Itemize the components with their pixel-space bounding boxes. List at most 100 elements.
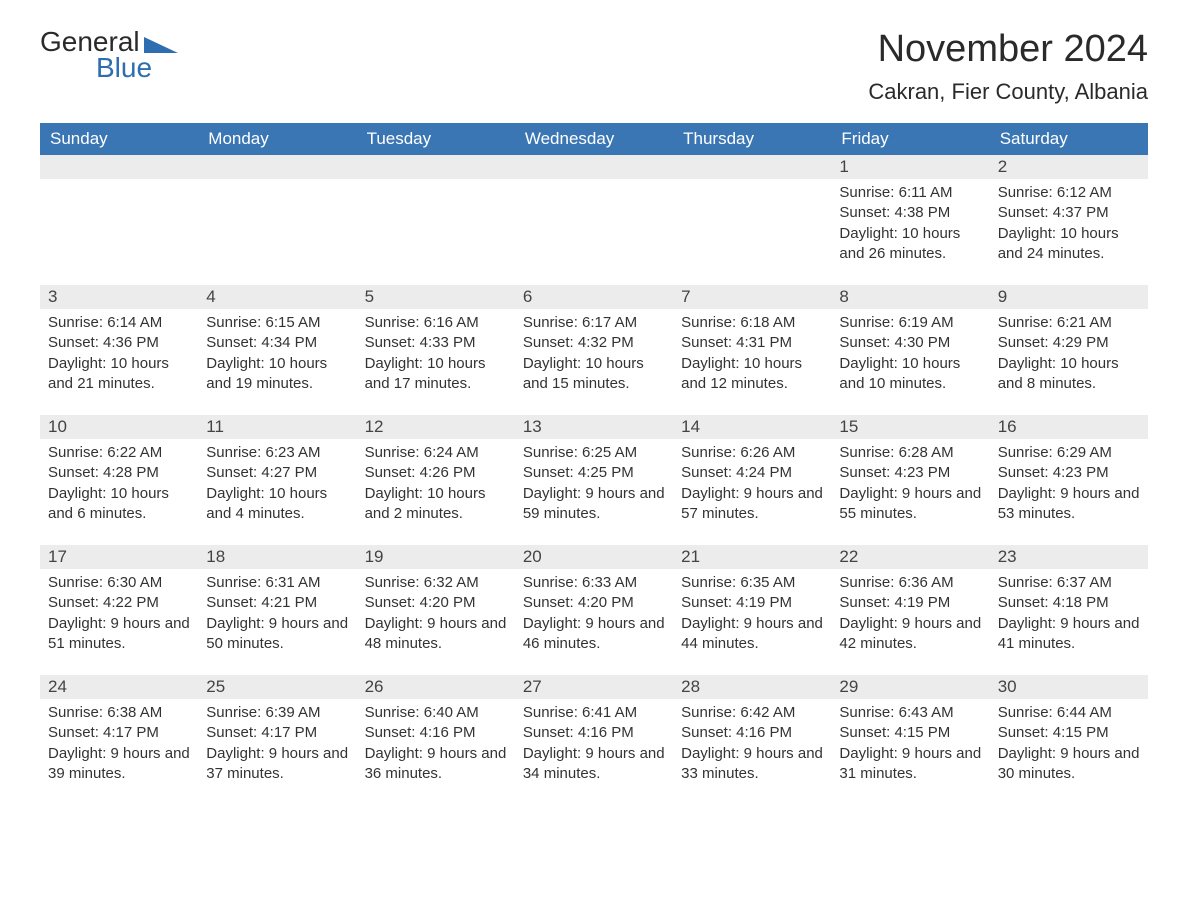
sunset-line: Sunset: 4:24 PM xyxy=(681,464,792,481)
sunrise-line: Sunrise: 6:43 AM xyxy=(839,704,953,721)
day-body: Sunrise: 6:21 AMSunset: 4:29 PMDaylight:… xyxy=(990,309,1148,404)
sunset-line: Sunset: 4:15 PM xyxy=(998,724,1109,741)
daylight-line: Daylight: 9 hours and 53 minutes. xyxy=(998,485,1140,522)
calendar-cell xyxy=(515,155,673,285)
day-number: 6 xyxy=(515,285,673,309)
day-body-empty xyxy=(40,179,198,193)
daylight-line: Daylight: 9 hours and 42 minutes. xyxy=(839,615,981,652)
weekday-header: Tuesday xyxy=(357,123,515,155)
calendar-body: 1Sunrise: 6:11 AMSunset: 4:38 PMDaylight… xyxy=(40,155,1148,805)
day-body: Sunrise: 6:11 AMSunset: 4:38 PMDaylight:… xyxy=(831,179,989,274)
sunrise-line: Sunrise: 6:23 AM xyxy=(206,444,320,461)
daylight-line: Daylight: 10 hours and 8 minutes. xyxy=(998,355,1119,392)
calendar-cell: 21Sunrise: 6:35 AMSunset: 4:19 PMDayligh… xyxy=(673,545,831,675)
daylight-line: Daylight: 10 hours and 10 minutes. xyxy=(839,355,960,392)
sunset-line: Sunset: 4:28 PM xyxy=(48,464,159,481)
sunset-line: Sunset: 4:38 PM xyxy=(839,204,950,221)
day-body: Sunrise: 6:39 AMSunset: 4:17 PMDaylight:… xyxy=(198,699,356,794)
sunset-line: Sunset: 4:18 PM xyxy=(998,594,1109,611)
day-number: 13 xyxy=(515,415,673,439)
sunrise-line: Sunrise: 6:24 AM xyxy=(365,444,479,461)
sunset-line: Sunset: 4:26 PM xyxy=(365,464,476,481)
day-number: 20 xyxy=(515,545,673,569)
day-body: Sunrise: 6:24 AMSunset: 4:26 PMDaylight:… xyxy=(357,439,515,534)
calendar-cell: 30Sunrise: 6:44 AMSunset: 4:15 PMDayligh… xyxy=(990,675,1148,805)
day-number-empty xyxy=(198,155,356,179)
sunrise-line: Sunrise: 6:25 AM xyxy=(523,444,637,461)
day-body: Sunrise: 6:30 AMSunset: 4:22 PMDaylight:… xyxy=(40,569,198,664)
day-number: 28 xyxy=(673,675,831,699)
day-number: 2 xyxy=(990,155,1148,179)
sunrise-line: Sunrise: 6:42 AM xyxy=(681,704,795,721)
calendar-cell: 23Sunrise: 6:37 AMSunset: 4:18 PMDayligh… xyxy=(990,545,1148,675)
sunset-line: Sunset: 4:21 PM xyxy=(206,594,317,611)
calendar-cell: 20Sunrise: 6:33 AMSunset: 4:20 PMDayligh… xyxy=(515,545,673,675)
sunrise-line: Sunrise: 6:11 AM xyxy=(839,184,952,201)
day-number: 4 xyxy=(198,285,356,309)
calendar-cell xyxy=(198,155,356,285)
logo: General Blue xyxy=(40,28,178,82)
sunrise-line: Sunrise: 6:33 AM xyxy=(523,574,637,591)
calendar-row: 3Sunrise: 6:14 AMSunset: 4:36 PMDaylight… xyxy=(40,285,1148,415)
sunset-line: Sunset: 4:36 PM xyxy=(48,334,159,351)
page-header: General Blue November 2024 Cakran, Fier … xyxy=(40,28,1148,105)
sunrise-line: Sunrise: 6:22 AM xyxy=(48,444,162,461)
day-number-empty xyxy=(357,155,515,179)
day-body: Sunrise: 6:32 AMSunset: 4:20 PMDaylight:… xyxy=(357,569,515,664)
daylight-line: Daylight: 9 hours and 31 minutes. xyxy=(839,745,981,782)
calendar-cell: 6Sunrise: 6:17 AMSunset: 4:32 PMDaylight… xyxy=(515,285,673,415)
sunset-line: Sunset: 4:31 PM xyxy=(681,334,792,351)
sunrise-line: Sunrise: 6:17 AM xyxy=(523,314,637,331)
sunrise-line: Sunrise: 6:16 AM xyxy=(365,314,479,331)
sunset-line: Sunset: 4:16 PM xyxy=(523,724,634,741)
sunrise-line: Sunrise: 6:30 AM xyxy=(48,574,162,591)
weekday-header: Saturday xyxy=(990,123,1148,155)
sunset-line: Sunset: 4:15 PM xyxy=(839,724,950,741)
day-number: 29 xyxy=(831,675,989,699)
sunrise-line: Sunrise: 6:15 AM xyxy=(206,314,320,331)
day-body: Sunrise: 6:15 AMSunset: 4:34 PMDaylight:… xyxy=(198,309,356,404)
calendar-table: Sunday Monday Tuesday Wednesday Thursday… xyxy=(40,123,1148,805)
day-number: 26 xyxy=(357,675,515,699)
daylight-line: Daylight: 10 hours and 19 minutes. xyxy=(206,355,327,392)
day-body: Sunrise: 6:18 AMSunset: 4:31 PMDaylight:… xyxy=(673,309,831,404)
sunset-line: Sunset: 4:20 PM xyxy=(365,594,476,611)
day-body-empty xyxy=(357,179,515,193)
daylight-line: Daylight: 10 hours and 21 minutes. xyxy=(48,355,169,392)
day-number: 16 xyxy=(990,415,1148,439)
sunset-line: Sunset: 4:16 PM xyxy=(681,724,792,741)
day-number: 30 xyxy=(990,675,1148,699)
sunset-line: Sunset: 4:17 PM xyxy=(48,724,159,741)
logo-text-blue: Blue xyxy=(96,54,178,82)
day-body: Sunrise: 6:37 AMSunset: 4:18 PMDaylight:… xyxy=(990,569,1148,664)
calendar-cell: 27Sunrise: 6:41 AMSunset: 4:16 PMDayligh… xyxy=(515,675,673,805)
day-body-empty xyxy=(515,179,673,193)
calendar-cell: 5Sunrise: 6:16 AMSunset: 4:33 PMDaylight… xyxy=(357,285,515,415)
day-body: Sunrise: 6:33 AMSunset: 4:20 PMDaylight:… xyxy=(515,569,673,664)
day-number: 18 xyxy=(198,545,356,569)
sunrise-line: Sunrise: 6:19 AM xyxy=(839,314,953,331)
day-number: 8 xyxy=(831,285,989,309)
calendar-cell: 13Sunrise: 6:25 AMSunset: 4:25 PMDayligh… xyxy=(515,415,673,545)
calendar-cell: 25Sunrise: 6:39 AMSunset: 4:17 PMDayligh… xyxy=(198,675,356,805)
weekday-header: Friday xyxy=(831,123,989,155)
day-body: Sunrise: 6:12 AMSunset: 4:37 PMDaylight:… xyxy=(990,179,1148,274)
daylight-line: Daylight: 9 hours and 34 minutes. xyxy=(523,745,665,782)
sunrise-line: Sunrise: 6:38 AM xyxy=(48,704,162,721)
calendar-cell: 4Sunrise: 6:15 AMSunset: 4:34 PMDaylight… xyxy=(198,285,356,415)
calendar-cell: 2Sunrise: 6:12 AMSunset: 4:37 PMDaylight… xyxy=(990,155,1148,285)
day-body: Sunrise: 6:29 AMSunset: 4:23 PMDaylight:… xyxy=(990,439,1148,534)
sunrise-line: Sunrise: 6:21 AM xyxy=(998,314,1112,331)
weekday-header-row: Sunday Monday Tuesday Wednesday Thursday… xyxy=(40,123,1148,155)
sunset-line: Sunset: 4:30 PM xyxy=(839,334,950,351)
calendar-cell: 3Sunrise: 6:14 AMSunset: 4:36 PMDaylight… xyxy=(40,285,198,415)
day-number: 10 xyxy=(40,415,198,439)
day-number: 17 xyxy=(40,545,198,569)
day-body: Sunrise: 6:31 AMSunset: 4:21 PMDaylight:… xyxy=(198,569,356,664)
sunset-line: Sunset: 4:17 PM xyxy=(206,724,317,741)
day-number-empty xyxy=(673,155,831,179)
calendar-cell: 19Sunrise: 6:32 AMSunset: 4:20 PMDayligh… xyxy=(357,545,515,675)
sunrise-line: Sunrise: 6:29 AM xyxy=(998,444,1112,461)
day-number: 7 xyxy=(673,285,831,309)
calendar-cell: 1Sunrise: 6:11 AMSunset: 4:38 PMDaylight… xyxy=(831,155,989,285)
